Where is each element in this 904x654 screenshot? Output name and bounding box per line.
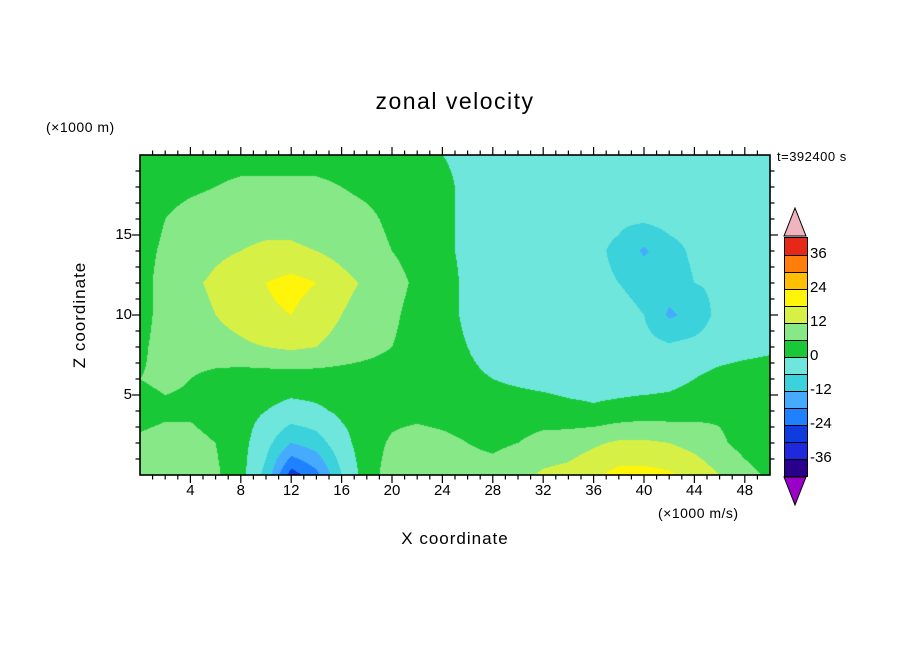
y-tick-label: 5 <box>123 386 132 403</box>
x-tick-label: 40 <box>635 482 653 499</box>
colorbar-tick-label: 24 <box>810 279 827 296</box>
x-tick-label: 20 <box>383 482 401 499</box>
colorbar-tick-label: 0 <box>810 347 819 364</box>
colorbar-band <box>785 425 807 442</box>
colorbar-arrow-down-icon <box>783 476 807 506</box>
colorbar-band <box>785 238 807 255</box>
colorbar-band <box>785 289 807 306</box>
colorbar-band <box>785 255 807 272</box>
contour-plot-canvas <box>140 155 770 475</box>
colorbar-tick-label: 12 <box>810 313 827 330</box>
y-axis-title: Z coordinate <box>70 261 89 369</box>
colorbar-units-label: (×1000 m/s) <box>658 505 739 521</box>
colorbar-band <box>785 459 807 476</box>
x-tick-label: 32 <box>534 482 552 499</box>
colorbar-band <box>785 323 807 340</box>
x-tick-label: 4 <box>186 482 195 499</box>
colorbar-band <box>785 357 807 374</box>
colorbar-tick-label: -12 <box>810 381 832 398</box>
x-tick-label: 16 <box>333 482 350 499</box>
plot-area <box>140 155 770 475</box>
x-tick-label: 12 <box>282 482 300 499</box>
colorbar-tick-label: -36 <box>810 449 832 466</box>
x-tick-label: 48 <box>736 482 754 499</box>
x-tick-label: 8 <box>236 482 245 499</box>
colorbar-band <box>785 391 807 408</box>
x-tick-label: 44 <box>686 482 703 499</box>
x-tick-label: 36 <box>585 482 602 499</box>
colorbar-band <box>785 306 807 323</box>
colorbar-band <box>785 340 807 357</box>
colorbar-band <box>785 408 807 425</box>
chart-title: zonal velocity <box>375 88 535 114</box>
colorbar <box>784 237 808 477</box>
x-tick-label: 24 <box>434 482 451 499</box>
colorbar-band <box>785 272 807 289</box>
colorbar-arrow-up-icon <box>783 207 807 237</box>
colorbar-tick-label: -24 <box>810 415 832 432</box>
x-tick-label: 28 <box>484 482 502 499</box>
y-tick-label: 15 <box>115 226 132 243</box>
y-axis-units-label: (×1000 m) <box>46 119 115 135</box>
y-tick-label: 10 <box>115 306 132 323</box>
time-label: t=392400 s <box>777 149 847 164</box>
colorbar-tick-label: 36 <box>810 245 827 262</box>
colorbar-band <box>785 374 807 391</box>
x-axis-title: X coordinate <box>401 529 509 548</box>
colorbar-band <box>785 442 807 459</box>
